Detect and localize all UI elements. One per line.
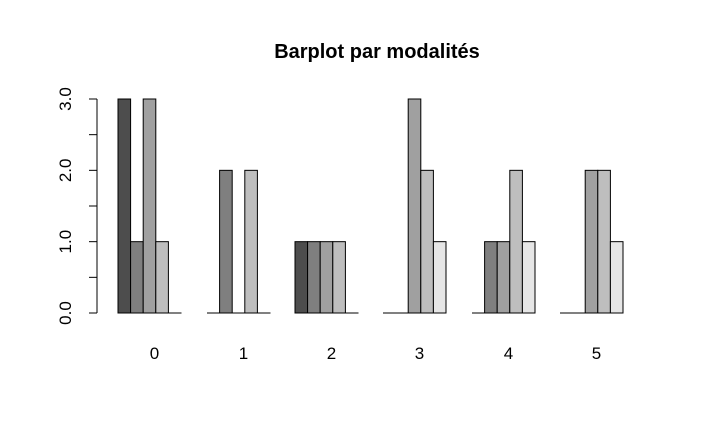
x-category-label: 4 (504, 344, 513, 363)
bar-group-3 (383, 98, 447, 314)
bar (142, 98, 157, 314)
bar (307, 241, 321, 314)
bar (294, 241, 309, 314)
bar-group-2 (294, 241, 359, 314)
x-category-label: 3 (415, 344, 424, 363)
y-axis: 0.0 1.0 2.0 3.0 (56, 87, 98, 325)
x-category-label: 0 (150, 344, 159, 363)
bar (130, 241, 144, 314)
bar-group-4 (472, 169, 536, 314)
bar (420, 169, 434, 314)
y-tick-label: 3.0 (56, 87, 75, 111)
bar-groups (117, 98, 624, 314)
bar-group-1 (207, 169, 271, 314)
bar (319, 241, 334, 314)
bar (509, 169, 523, 314)
bar (244, 169, 258, 314)
bar (407, 98, 422, 314)
bar (521, 241, 536, 314)
x-category-label: 2 (327, 344, 336, 363)
y-tick-label: 0.0 (56, 301, 75, 325)
bar (609, 241, 624, 314)
bar (155, 241, 169, 314)
y-tick-label: 2.0 (56, 159, 75, 183)
bar (432, 241, 447, 314)
x-category-label: 1 (239, 344, 248, 363)
bar (597, 169, 611, 314)
bar (484, 241, 498, 314)
x-category-label: 5 (592, 344, 601, 363)
bar (332, 241, 346, 314)
bar-group-5 (560, 169, 624, 314)
x-axis-labels: 0 1 2 3 4 5 (150, 344, 601, 363)
bar (496, 241, 511, 314)
bar (584, 169, 599, 314)
bar (117, 98, 132, 314)
bar (219, 169, 233, 314)
y-tick-label: 1.0 (56, 230, 75, 254)
bar-group-0 (117, 98, 182, 314)
chart-title: Barplot par modalités (274, 41, 480, 63)
